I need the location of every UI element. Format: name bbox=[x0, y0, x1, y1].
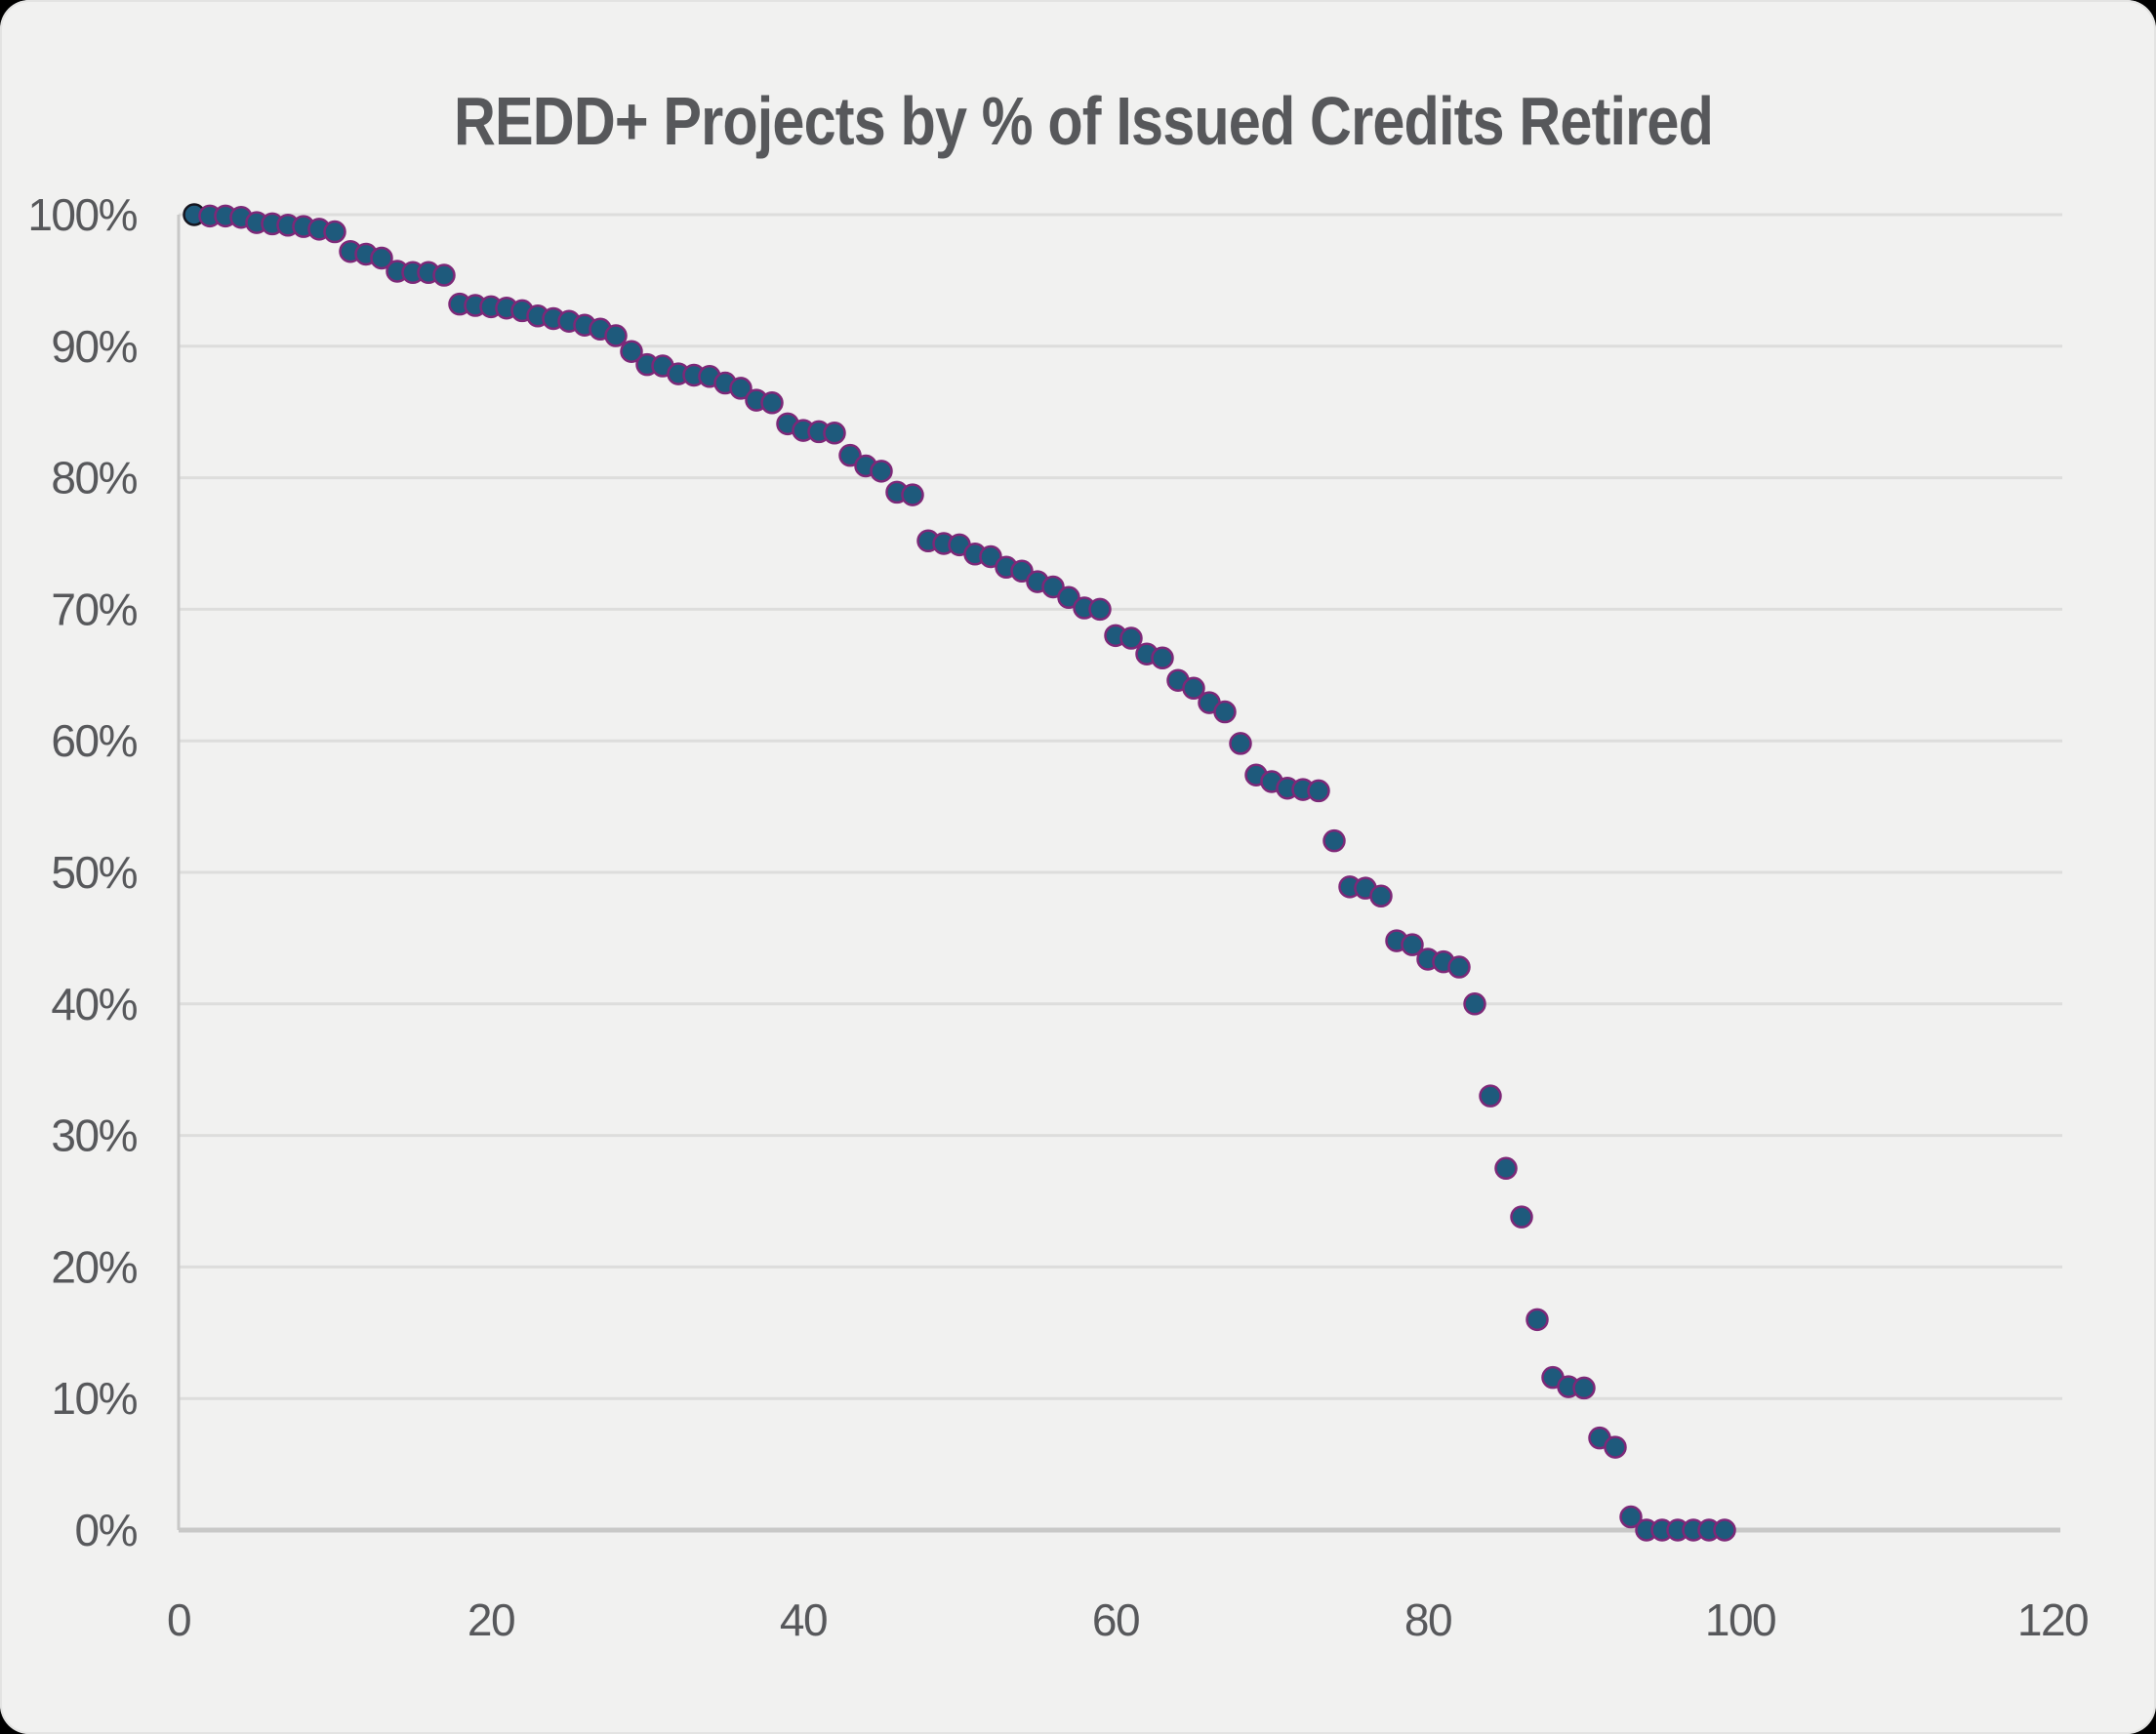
gridlines bbox=[179, 213, 2062, 1400]
data-point bbox=[1010, 559, 1034, 584]
data-point bbox=[620, 340, 643, 363]
y-tick-label-60%: 60% bbox=[51, 715, 137, 766]
x-tick-label-0: 0 bbox=[167, 1594, 190, 1645]
x-tick-label-120: 120 bbox=[2017, 1594, 2088, 1645]
data-point bbox=[370, 246, 393, 270]
axes bbox=[177, 215, 2060, 1533]
data-point bbox=[1307, 779, 1330, 803]
y-tick-label-0%: 0% bbox=[75, 1505, 138, 1555]
data-point bbox=[1151, 646, 1174, 670]
data-point bbox=[1619, 1505, 1643, 1529]
data-point bbox=[1494, 1156, 1518, 1181]
data-point bbox=[1525, 1308, 1549, 1332]
x-tick-label-40: 40 bbox=[780, 1594, 827, 1645]
data-point bbox=[760, 391, 784, 415]
data-point bbox=[1057, 585, 1080, 610]
x-tick-label-20: 20 bbox=[468, 1594, 514, 1645]
data-point bbox=[1088, 597, 1112, 622]
x-axis-tick-labels: 0 20 40 60 80 100 120 bbox=[167, 1594, 2090, 1645]
y-tick-label-100%: 100% bbox=[27, 189, 137, 240]
data-point bbox=[1604, 1435, 1627, 1459]
y-tick-label-80%: 80% bbox=[51, 453, 137, 504]
data-point bbox=[1322, 828, 1346, 853]
x-tick-label-60: 60 bbox=[1092, 1594, 1139, 1645]
data-point bbox=[838, 443, 862, 467]
data-points bbox=[183, 203, 1736, 1542]
data-point bbox=[604, 324, 628, 347]
y-tick-label-10%: 10% bbox=[51, 1373, 137, 1424]
data-point bbox=[323, 220, 346, 244]
y-tick-label-70%: 70% bbox=[51, 584, 137, 634]
y-tick-label-90%: 90% bbox=[51, 321, 137, 372]
data-point bbox=[870, 460, 893, 483]
y-axis-tick-labels: 0% 10% 20% 30% 40% 50% 60% 70% 80% 90% 100% bbox=[27, 189, 139, 1555]
data-point bbox=[1041, 575, 1065, 599]
y-tick-label-40%: 40% bbox=[51, 979, 137, 1029]
data-point bbox=[901, 483, 924, 506]
data-point bbox=[823, 422, 846, 445]
data-point bbox=[1510, 1205, 1533, 1229]
y-tick-label-50%: 50% bbox=[51, 847, 137, 898]
y-tick-label-20%: 20% bbox=[51, 1241, 137, 1292]
data-point bbox=[1463, 992, 1486, 1016]
data-point bbox=[1572, 1376, 1596, 1400]
data-point bbox=[432, 263, 456, 287]
data-point bbox=[1213, 700, 1237, 724]
x-tick-label-80: 80 bbox=[1404, 1594, 1451, 1645]
data-point bbox=[979, 544, 1002, 569]
y-tick-label-30%: 30% bbox=[51, 1110, 137, 1161]
chart-title: REDD+ Projects by % of Issued Credits Re… bbox=[454, 83, 1713, 159]
data-point bbox=[1369, 884, 1393, 908]
data-point bbox=[1182, 676, 1205, 701]
data-point bbox=[1119, 626, 1143, 650]
x-tick-label-100: 100 bbox=[1705, 1594, 1775, 1645]
data-point bbox=[1713, 1518, 1736, 1542]
data-point bbox=[1229, 732, 1252, 755]
data-point bbox=[1401, 933, 1424, 956]
data-point bbox=[729, 377, 753, 400]
data-point bbox=[1479, 1084, 1502, 1108]
data-point bbox=[1447, 955, 1471, 979]
